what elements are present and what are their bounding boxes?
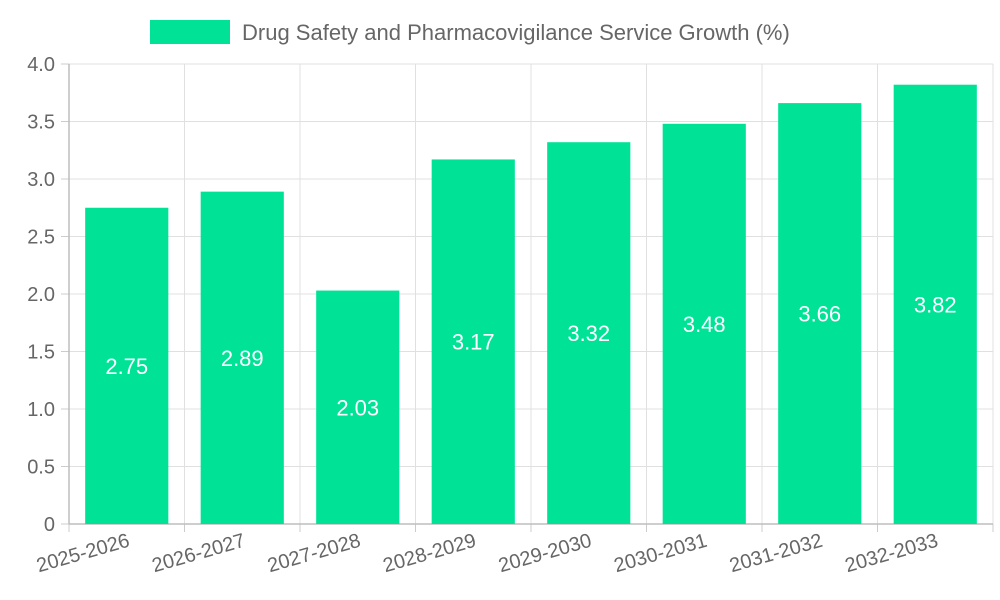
legend: Drug Safety and Pharmacovigilance Servic… — [150, 20, 790, 45]
bar-value-label: 2.75 — [105, 354, 148, 379]
bar-value-label: 2.03 — [336, 395, 379, 420]
x-axis-ticks: 2025-2026 2026-2027 2027-2028 2028-2029 2029… — [34, 530, 941, 578]
bar — [316, 290, 400, 524]
y-tick-label: 2.0 — [27, 284, 55, 306]
x-tick-label: 2025-2026 — [34, 530, 132, 578]
x-tick-label: 2030-2031 — [612, 530, 710, 578]
bar-value-label: 3.66 — [798, 302, 841, 327]
x-tick-label: 2032-2033 — [843, 530, 941, 578]
data-labels: 2.75 2.89 2.03 3.17 3.32 3.48 3.66 3.82 — [105, 292, 956, 420]
x-tick-label: 2031-2032 — [727, 530, 825, 578]
y-tick-label: 0.5 — [27, 457, 55, 479]
bar — [893, 84, 977, 524]
x-tick-label: 2027-2028 — [265, 530, 363, 578]
legend-label: Drug Safety and Pharmacovigilance Servic… — [242, 20, 790, 45]
y-tick-label: 4.0 — [27, 54, 55, 76]
bar — [547, 142, 631, 524]
y-tick-label: 0 — [44, 514, 55, 536]
bar-value-label: 3.17 — [452, 330, 495, 355]
bar — [85, 207, 169, 524]
y-tick-label: 3.0 — [27, 169, 55, 191]
bar — [200, 191, 284, 524]
x-tick-label: 2026-2027 — [150, 530, 248, 578]
y-axis-ticks: 0 0.5 1.0 1.5 2.0 2.5 3.0 3.5 4.0 — [27, 54, 55, 536]
y-tick-label: 1.0 — [27, 399, 55, 421]
bar-series — [85, 84, 977, 525]
bar-value-label: 3.48 — [683, 312, 726, 337]
y-tick-label: 3.5 — [27, 112, 55, 134]
bar — [662, 123, 746, 525]
bar — [778, 103, 862, 524]
bar-value-label: 3.82 — [914, 292, 957, 317]
legend-swatch — [150, 20, 230, 44]
x-tick-label: 2029-2030 — [496, 530, 594, 578]
bar — [431, 159, 515, 524]
x-tick-label: 2028-2029 — [381, 530, 479, 578]
bar-value-label: 3.32 — [567, 321, 610, 346]
bar-value-label: 2.89 — [221, 346, 264, 371]
y-tick-label: 2.5 — [27, 227, 55, 249]
y-tick-label: 1.5 — [27, 342, 55, 364]
